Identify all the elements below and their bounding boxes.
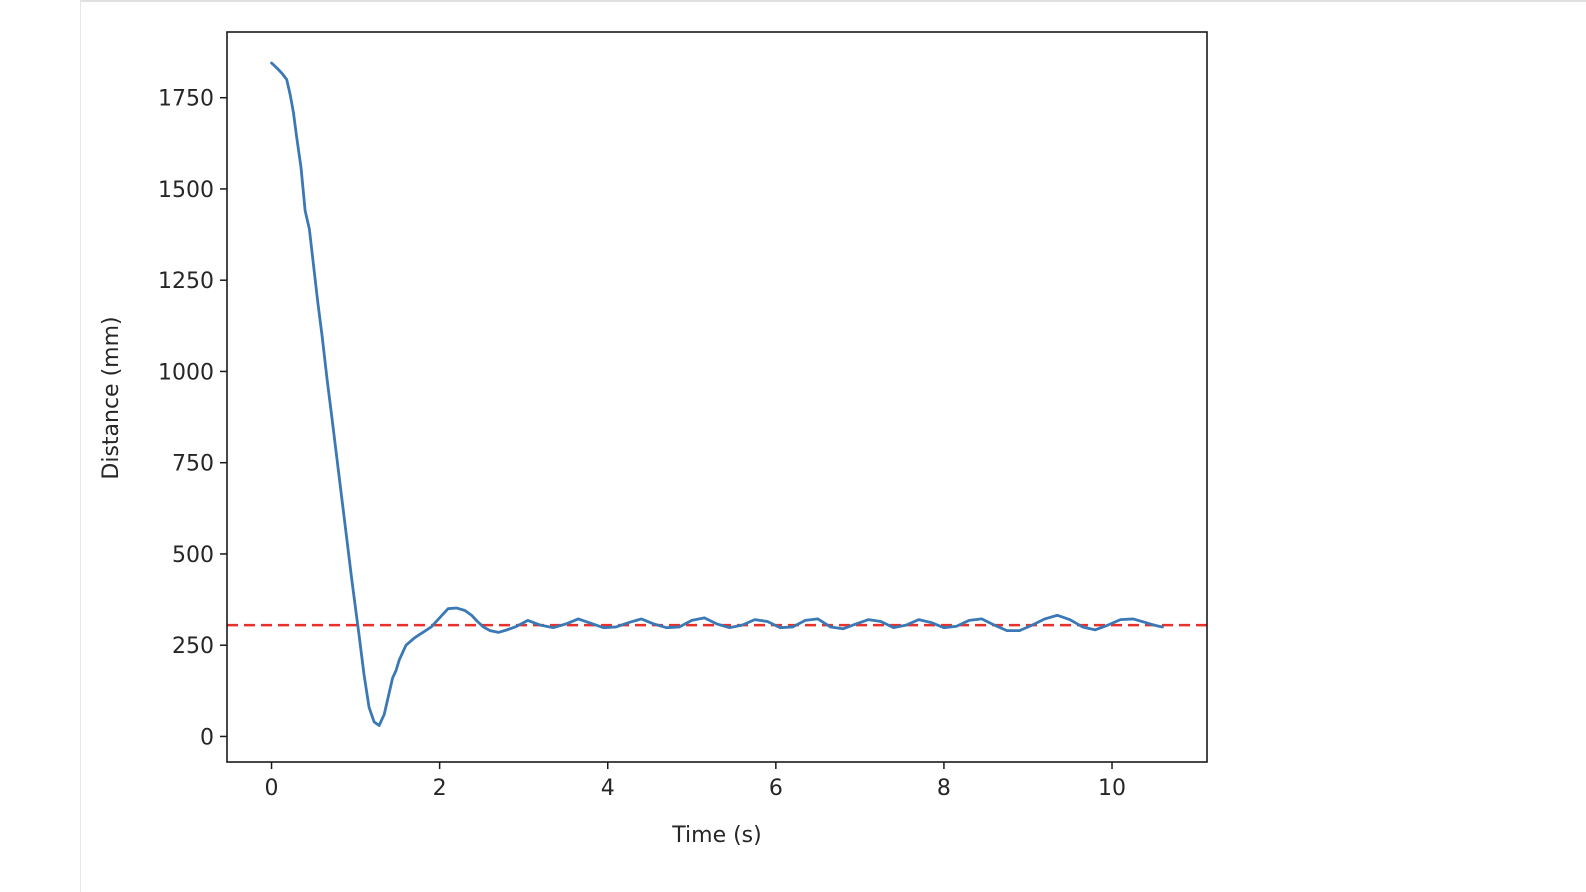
axes-frame [226,31,1208,763]
series-line-0 [270,61,1164,727]
y-tick-label: 500 [172,543,214,568]
y-axis: 0 250 500 750 1000 1250 1500 1750 [158,87,227,750]
x-tick-label: 4 [601,776,615,801]
x-tick-label: 2 [433,776,447,801]
y-tick-label: 1000 [158,360,214,385]
y-tick-label: 0 [200,725,214,750]
x-axis: 0 2 4 6 8 10 [265,762,1126,801]
x-tick-label: 6 [769,776,783,801]
x-tick-label: 8 [937,776,951,801]
x-axis-label: Time (s) [671,823,761,848]
data-lines [227,61,1207,727]
x-tick-label: 10 [1098,776,1126,801]
y-tick-label: 250 [172,634,214,659]
y-tick-label: 1500 [158,178,214,203]
y-tick-label: 750 [172,452,214,477]
notebook-output-cell [80,0,1586,892]
y-axis-label: Distance (mm) [99,316,124,479]
x-tick-label: 0 [265,776,279,801]
y-tick-label: 1250 [158,269,214,294]
y-tick-label: 1750 [158,87,214,112]
